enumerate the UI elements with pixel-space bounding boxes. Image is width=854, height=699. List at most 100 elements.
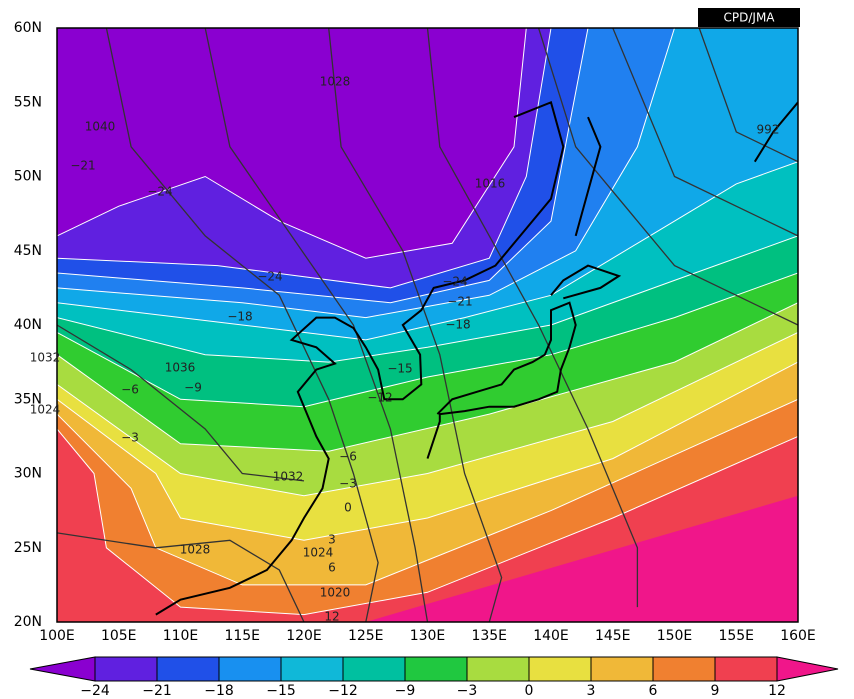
lat-label: 55N [14,94,42,110]
isotherm [57,398,798,586]
isobar [426,28,639,608]
colorbar-label: −21 [142,683,172,699]
contour-label: −18 [227,310,252,324]
coast [155,100,565,616]
lon-label: 125E [348,628,384,644]
contour-label: 1028 [320,75,351,89]
contour-label: −12 [367,391,392,405]
colorbar-cell [466,656,530,682]
colorbar-cell [776,656,839,682]
lon-label: 115E [224,628,260,644]
isotherm [57,161,798,341]
lat-label: 20N [14,614,42,630]
lon-label: 130E [410,628,446,644]
lon-label: 110E [163,628,199,644]
contour-label: 12 [324,610,339,624]
band [57,28,798,259]
coast [574,116,602,237]
lat-label: 50N [14,169,42,185]
isotherm [57,28,527,259]
lon-label: 155E [718,628,754,644]
colorbar-cell [280,656,344,682]
isobar [57,532,305,622]
colorbar-label: −12 [328,683,358,699]
badge-box [698,8,800,27]
contour-label: −6 [339,450,357,464]
map-frame [56,27,799,623]
colorbar-cell [94,656,158,682]
lon-label: 105E [101,628,137,644]
contour-label: 1024 [303,546,334,560]
colorbar-cell [29,656,96,682]
lon-label: 100E [39,628,75,644]
isotherm [57,331,798,497]
colorbar-label: −24 [80,683,110,699]
isobar [537,28,798,326]
contour-label: 992 [757,123,780,137]
contour-label: 1032 [273,470,304,484]
colorbar-cell [404,656,468,682]
lon-label: 120E [286,628,322,644]
colorbar-label: 0 [525,683,534,699]
colorbar-label: −18 [204,683,234,699]
isotherm [57,272,798,408]
contour-label: 1024 [30,403,61,417]
isotherm [57,28,589,304]
isotherm [57,428,798,616]
colorbar-label: −3 [457,683,478,699]
contour-label: −6 [121,383,139,397]
contour-label: −21 [70,159,95,173]
isotherm [57,28,552,289]
contour-label: 1028 [180,543,211,557]
lon-label: 145E [595,628,631,644]
isolines [57,28,798,622]
isobar [105,28,379,622]
lat-label: 25N [14,540,42,556]
contour-label: −3 [121,431,139,445]
colorbar: −24 −21 −18 −15 −12 −9 −3 0 3 6 9 12 [29,656,839,699]
lat-label: 40N [14,317,42,333]
contour-label: 1016 [475,177,506,191]
coastline [155,100,798,616]
contour-label: 1036 [165,361,196,375]
colorbar-cell [342,656,406,682]
lon-label: 150E [657,628,693,644]
colorbar-label: −15 [266,683,296,699]
colorbar-label: 6 [649,683,658,699]
lat-label: 60N [14,20,42,36]
isobar [57,324,305,482]
coast [753,101,798,163]
contour-label: −3 [339,477,357,491]
contour-label: 1040 [85,120,116,134]
colorbar-cell [156,656,220,682]
lon-label: 140E [533,628,569,644]
isobar [698,28,798,163]
colorbar-cell [218,656,282,682]
lat-label: 35N [14,391,42,407]
contour-label: −21 [447,295,472,309]
contour-label: 1020 [320,586,351,600]
colorbar-cell [652,656,716,682]
contour-label: −24 [257,270,282,284]
isobar [204,28,429,622]
isobar [328,28,503,622]
contour-label: −24 [147,185,172,199]
contour-label: 6 [328,561,336,575]
isotherm [57,302,798,452]
isotherm [57,28,675,319]
colorbar-cell [528,656,592,682]
contour-label: −24 [442,275,467,289]
contour-label: −9 [184,381,202,395]
lat-label: 30N [14,466,42,482]
colorbar-label: −9 [395,683,416,699]
colorbar-cell [590,656,654,682]
isotherm [57,361,798,541]
lon-label: 135E [471,628,507,644]
coast [550,264,622,300]
colorbar-label: 9 [711,683,720,699]
contour-label: 3 [328,533,336,547]
coast [426,301,577,459]
contour-label: 0 [344,501,352,515]
